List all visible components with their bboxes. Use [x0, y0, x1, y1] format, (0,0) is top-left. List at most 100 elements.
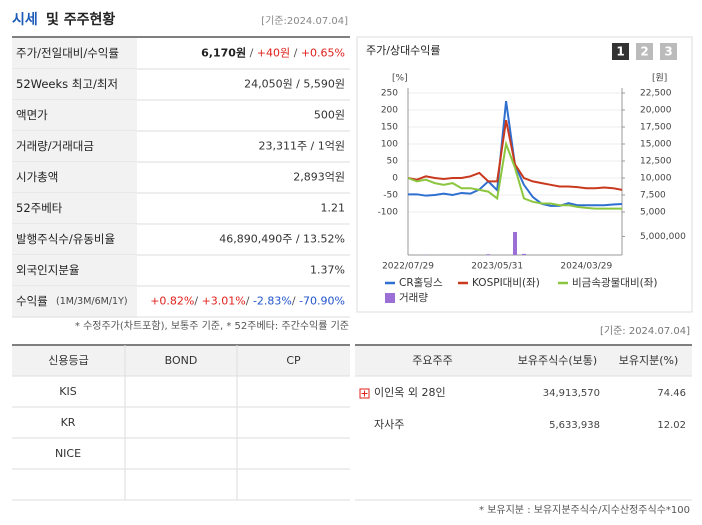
value-part: / [194, 295, 201, 308]
tab-label: 1 [616, 45, 624, 59]
axis-unit: [원] [652, 73, 667, 84]
plus [361, 390, 368, 397]
legend-label: KOSPI대비(좌) [472, 277, 540, 289]
legend-label: 비금속광물대비(좌) [572, 277, 657, 289]
agency: KR [61, 416, 76, 429]
col-header: 주요주주 [412, 354, 452, 367]
note: * 보유지분 : 보유지분주식수/지수산정주식수*100 [479, 504, 690, 516]
value-part: 6,170원 [201, 46, 246, 60]
y-tick-label: 150 [381, 123, 398, 133]
col-header: BOND [165, 354, 198, 367]
y-tick-label: -50 [383, 191, 398, 201]
chart-title: 주가/상대수익률 [366, 44, 441, 57]
col-header: 신용등급 [48, 354, 88, 367]
tab-button[interactable] [660, 43, 677, 60]
label-cell [12, 69, 137, 100]
label-cell [12, 286, 137, 317]
y2-tick-label: 10,000 [640, 174, 672, 184]
header-row [355, 346, 692, 376]
y-tick-label: 200 [381, 106, 398, 116]
y-tick-label: 50 [387, 157, 399, 167]
row-value: +0.82%/ +3.01%/ -2.83%/ -70.90% [150, 295, 345, 308]
row-value: 1.21 [321, 202, 346, 215]
value-part: 1.37% [310, 264, 345, 277]
section-title: 시세 [12, 12, 38, 28]
x-tick-label: 2024/03/29 [560, 262, 612, 272]
row-label: 외국인지분율 [16, 263, 79, 277]
value-part: +0.82% [150, 295, 194, 308]
y2-tick-label: 22,500 [640, 89, 672, 99]
x-tick-label: 2023/05/31 [471, 262, 523, 272]
value-part: 24,050원 / 5,590원 [244, 78, 345, 91]
label-cell [12, 100, 137, 131]
label-cell [12, 131, 137, 162]
row-value: 46,890,490주 / 13.52% [219, 233, 345, 246]
row-label: 수익률 [16, 294, 48, 308]
col-header: CP [286, 354, 301, 367]
row-label: 거래량/거래대금 [16, 139, 94, 153]
note: * 수정주가(차트포함), 보통주 기준, * 52주베타: 주간수익률 기준 [75, 320, 349, 332]
label-cell [12, 162, 137, 193]
agency: KIS [59, 385, 76, 398]
label-cell [12, 255, 137, 286]
chart-frame [356, 36, 693, 313]
row-label: 주가/전일대비/수익률 [16, 46, 119, 60]
value-part: +40원 [257, 47, 290, 60]
value-part: / [290, 47, 301, 60]
row-sublabel: (1M/3M/6M/1Y) [56, 296, 128, 307]
value-part: 23,311주 / 1억원 [258, 140, 345, 153]
value-part: 1.21 [321, 202, 346, 215]
volume-bar [486, 254, 491, 255]
y-tick-label: -100 [378, 208, 399, 218]
row-value: 1.37% [310, 264, 345, 277]
y2-tick-label: 12,500 [640, 157, 672, 167]
value-part: 46,890,490주 / 13.52% [219, 233, 345, 246]
legend-label: 거래량 [399, 292, 428, 304]
row-value: 2,893억원 [293, 171, 345, 184]
y-tick-label: 100 [381, 140, 398, 150]
value-part: 2,893억원 [293, 171, 345, 184]
section-title-rest: 및 주주현황 [46, 11, 115, 28]
holder-name: 자사주 [374, 418, 404, 431]
series-line [407, 120, 623, 191]
col-header: 보유지분(%) [619, 354, 679, 367]
value-part: 500원 [314, 109, 345, 122]
row-label: 52주베타 [16, 201, 63, 215]
x-tick-label: 2022/07/29 [382, 262, 434, 272]
label-cell [12, 38, 137, 69]
axis-unit: [%] [392, 74, 408, 84]
tab-button[interactable] [636, 43, 653, 60]
row-value: 6,170원 / +40원 / +0.65% [201, 46, 345, 60]
y-tick-label: 250 [381, 89, 398, 99]
y2-tick-label: 15,000 [640, 140, 672, 150]
row-label: 액면가 [16, 108, 48, 122]
label-cell [12, 193, 137, 224]
date: [기준: 2024.07.04] [600, 325, 690, 337]
row-label: 시가총액 [16, 170, 58, 184]
header-row [12, 346, 350, 376]
value-part: -2.83% [253, 295, 292, 308]
holder-pct: 74.46 [657, 388, 686, 399]
volume-bar [521, 253, 526, 255]
y2-tick-label: 17,500 [640, 123, 672, 133]
row-value: 24,050원 / 5,590원 [244, 78, 345, 91]
y2-tick-label: 7,500 [640, 191, 666, 201]
date: [기준:2024.07.04] [261, 15, 348, 27]
value-part: / [292, 295, 299, 308]
volume-bar [513, 231, 517, 255]
legend-swatch [385, 293, 395, 303]
agency: NICE [55, 447, 81, 460]
series-line [408, 101, 623, 207]
col-header: 보유주식수(보통) [518, 354, 597, 367]
y2-tick-label: 5,000 [640, 208, 666, 218]
legend-label: CR홀딩스 [399, 276, 443, 289]
series-line [407, 140, 622, 210]
tab-label: 2 [640, 45, 648, 59]
volume-tick-label: 5,000,000 [640, 232, 686, 242]
tab-button[interactable] [612, 43, 629, 60]
tab-label: 3 [664, 45, 672, 59]
label-cell [12, 224, 137, 255]
value-part: +3.01% [202, 295, 246, 308]
holder-shares: 34,913,570 [543, 388, 600, 399]
